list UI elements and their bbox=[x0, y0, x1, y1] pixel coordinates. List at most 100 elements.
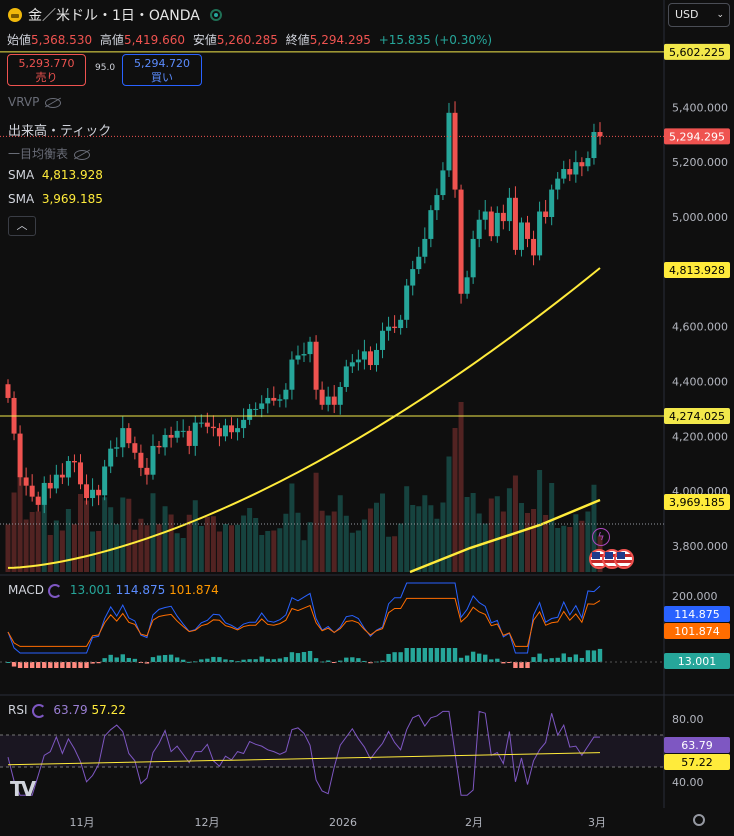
macd-hist-bar bbox=[531, 657, 536, 662]
candle-body bbox=[138, 452, 144, 468]
candle-body bbox=[29, 485, 35, 497]
macd-legend[interactable]: MACD 13.001 114.875 101.874 bbox=[8, 583, 219, 598]
volume-bar bbox=[11, 492, 17, 572]
indicator-vrvp[interactable]: VRVP bbox=[8, 95, 62, 109]
time-tick-label: 12月 bbox=[195, 816, 220, 829]
macd-hist-bar bbox=[114, 657, 119, 662]
macd-hist-bar bbox=[17, 662, 23, 668]
macd-hist-bar bbox=[398, 652, 403, 662]
volume-bar bbox=[319, 510, 325, 572]
macd-hist-bar bbox=[440, 648, 446, 662]
currency-select[interactable]: USD ⌄ bbox=[668, 3, 730, 27]
volume-bar bbox=[452, 428, 458, 572]
candle-body bbox=[192, 422, 198, 446]
open-value: 5,368.530 bbox=[31, 33, 93, 47]
rsi-ma-line bbox=[7, 752, 601, 766]
hline-price-label-bg bbox=[664, 43, 730, 60]
macd-hist-bar bbox=[180, 659, 186, 662]
volume-bar bbox=[23, 519, 29, 572]
volume-bar bbox=[174, 533, 180, 572]
candle-body bbox=[392, 326, 398, 329]
volume-bar bbox=[126, 498, 132, 572]
sell-button[interactable]: 5,293.770 売り bbox=[7, 54, 86, 86]
volume-bar bbox=[404, 486, 410, 572]
volume-bar bbox=[500, 511, 506, 572]
price-tick-label: 5,000.000 bbox=[672, 211, 728, 224]
price-tick-label: 4,600.000 bbox=[672, 321, 728, 334]
high-value: 5,419.660 bbox=[123, 33, 186, 47]
macd-hist-bar bbox=[344, 657, 349, 662]
macd-histogram bbox=[5, 648, 603, 668]
volume-bar bbox=[271, 530, 277, 572]
macd-hist-bar bbox=[338, 660, 343, 662]
sell-price: 5,293.770 bbox=[18, 57, 75, 70]
volume-bar bbox=[591, 484, 597, 572]
candle-body bbox=[525, 222, 531, 239]
volume-bar bbox=[138, 518, 144, 572]
sma2-price-label: 3,969.185 bbox=[669, 496, 725, 509]
macd-hist-bar bbox=[416, 648, 421, 662]
time-tick-label: 3月 bbox=[588, 816, 606, 829]
close-label: 終値 bbox=[285, 33, 310, 47]
volume-bar bbox=[331, 511, 337, 572]
macd-hist-bar bbox=[60, 662, 65, 668]
volume-bar bbox=[422, 495, 428, 572]
macd-hist-bar bbox=[301, 652, 307, 662]
rsi-legend[interactable]: RSI 63.79 57.22 bbox=[8, 703, 126, 718]
volume-bar bbox=[283, 513, 289, 572]
candle-body bbox=[386, 326, 392, 331]
volume-bar bbox=[355, 530, 361, 572]
macd-hist-bar bbox=[126, 657, 132, 662]
low-value: 5,260.285 bbox=[216, 33, 278, 47]
market-open-icon bbox=[209, 9, 222, 21]
macd-line-value: 114.875 bbox=[115, 583, 166, 597]
candle-body bbox=[337, 386, 343, 405]
refresh-icon bbox=[31, 703, 46, 718]
macd-hist-bar bbox=[537, 653, 542, 662]
volume-bar bbox=[512, 475, 518, 572]
sma2-value: 3,969.185 bbox=[41, 192, 103, 206]
eye-hidden-icon[interactable] bbox=[74, 149, 91, 160]
volume-bar bbox=[35, 511, 41, 572]
macd-hist-bar bbox=[66, 662, 71, 668]
us-flag-icon[interactable] bbox=[614, 549, 634, 569]
event-lightning-icon[interactable]: ϟ bbox=[592, 528, 610, 546]
macd-hist-bar bbox=[507, 662, 512, 663]
macd-hist-bar bbox=[259, 656, 264, 662]
sma1-price-label: 4,813.928 bbox=[669, 264, 725, 277]
price-tick-label: 5,200.000 bbox=[672, 156, 728, 169]
rsi-ma-tag-bg bbox=[664, 754, 730, 770]
macd-hist-bar bbox=[235, 661, 240, 663]
volume-bar bbox=[84, 500, 90, 572]
macd-hist-bar bbox=[78, 662, 83, 668]
macd-hist-bar bbox=[241, 659, 246, 662]
gear-icon[interactable] bbox=[693, 814, 705, 826]
volume-label: 出来高・ティック bbox=[8, 124, 112, 139]
candle-body bbox=[283, 389, 289, 400]
macd-hist-bar bbox=[476, 653, 482, 662]
candle-body bbox=[531, 238, 537, 256]
candle-body bbox=[289, 359, 295, 390]
macd-hist-bar bbox=[452, 648, 458, 662]
macd-hist-bar bbox=[271, 659, 276, 662]
indicator-volume[interactable]: 出来高・ティック bbox=[8, 120, 111, 139]
hline-price-label-bg bbox=[664, 408, 730, 425]
eye-hidden-icon[interactable] bbox=[45, 97, 62, 108]
chevron-up-icon: ︿ bbox=[16, 219, 28, 232]
indicator-sma-2[interactable]: SMA 3,969.185 bbox=[8, 192, 103, 206]
volume-bar bbox=[386, 536, 392, 572]
symbol-header[interactable]: 金／米ドル・1日・OANDA bbox=[8, 5, 222, 25]
vrvp-label: VRVP bbox=[8, 95, 40, 109]
indicator-sma-1[interactable]: SMA 4,813.928 bbox=[8, 168, 103, 182]
sma2-price-label-bg bbox=[664, 494, 730, 510]
candle-body bbox=[476, 219, 482, 239]
buy-button[interactable]: 5,294.720 買い bbox=[122, 54, 202, 86]
spread-value: 95.0 bbox=[95, 63, 116, 73]
macd-hist-bar bbox=[42, 662, 47, 668]
candle-body bbox=[313, 341, 319, 390]
collapse-legend-button[interactable]: ︿ bbox=[8, 216, 36, 236]
rsi-value-tag: 63.79 bbox=[681, 739, 713, 752]
macd-hist-bar bbox=[120, 654, 125, 662]
indicator-ichimoku[interactable]: 一目均衡表 bbox=[8, 145, 91, 162]
